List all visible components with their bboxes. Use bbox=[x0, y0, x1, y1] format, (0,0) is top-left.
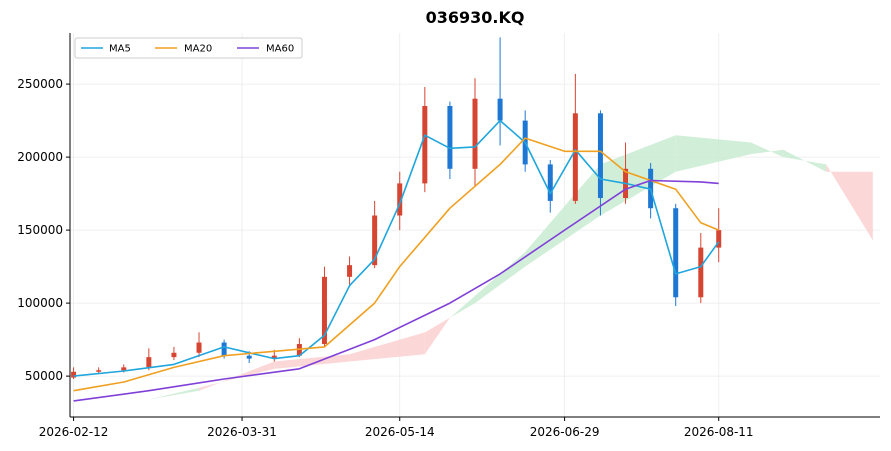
x-tick-label: 2026-02-12 bbox=[39, 425, 109, 439]
cloud-segment-bullish bbox=[783, 149, 827, 172]
x-tick-label: 2026-06-29 bbox=[530, 425, 600, 439]
legend-label-ma20: MA20 bbox=[184, 44, 212, 55]
candle-down bbox=[673, 208, 679, 298]
x-tick-label: 2026-03-31 bbox=[207, 425, 277, 439]
cloud-segment-bearish bbox=[424, 303, 475, 355]
cloud-segment-bullish bbox=[148, 387, 200, 400]
y-tick-label: 100000 bbox=[17, 296, 63, 310]
axes bbox=[69, 33, 880, 418]
candle-down bbox=[221, 342, 227, 356]
candles bbox=[71, 37, 722, 380]
ichimoku-cloud bbox=[73, 135, 873, 401]
line-ma5 bbox=[73, 119, 720, 377]
candle-down bbox=[447, 106, 453, 169]
candle-down bbox=[246, 355, 252, 359]
moving-average-lines bbox=[73, 119, 720, 402]
legend-box bbox=[74, 37, 303, 59]
cloud-segment-bearish bbox=[349, 332, 425, 362]
legend-label-ma5: MA5 bbox=[109, 44, 131, 55]
candle-up bbox=[71, 371, 77, 378]
candle-up bbox=[196, 342, 202, 353]
candle-up bbox=[171, 352, 177, 358]
legend-label-ma60: MA60 bbox=[266, 44, 294, 55]
candle-up bbox=[347, 265, 353, 277]
candle-up bbox=[372, 215, 378, 266]
candle-up bbox=[698, 247, 704, 298]
candle-up bbox=[716, 230, 722, 248]
legend: MA5 MA20 MA60 bbox=[74, 37, 303, 59]
cloud-segment-bullish bbox=[675, 135, 751, 172]
candle-down bbox=[497, 98, 503, 121]
line-ma60 bbox=[73, 179, 719, 402]
cloud-segment-bearish bbox=[274, 354, 350, 369]
candle-up bbox=[146, 357, 152, 368]
cloud-segment-bullish bbox=[449, 252, 526, 318]
line-ma20 bbox=[73, 137, 720, 392]
candle-up bbox=[96, 370, 102, 372]
x-tick-label: 2026-05-14 bbox=[365, 425, 435, 439]
x-tick-label: 2026-08-11 bbox=[684, 425, 754, 439]
candle-up bbox=[271, 355, 277, 359]
cloud-segment-bullish bbox=[750, 142, 784, 158]
cloud-segment-bearish bbox=[199, 361, 275, 391]
candle-up bbox=[121, 367, 127, 371]
y-tick-label: 200000 bbox=[17, 150, 63, 164]
candle-up bbox=[397, 183, 403, 216]
y-tick-label: 150000 bbox=[17, 223, 63, 237]
candle-down bbox=[597, 113, 603, 198]
chart-title: 036930.KQ bbox=[426, 8, 525, 27]
candle-up bbox=[422, 106, 428, 184]
cloud-segment-bullish bbox=[525, 164, 601, 267]
y-tick-label: 250000 bbox=[17, 77, 63, 91]
y-ticks: 50000 100000 150000 200000 250000 bbox=[17, 77, 70, 383]
candle-down bbox=[547, 164, 553, 201]
cloud-segment-bearish bbox=[826, 164, 873, 241]
x-ticks: 2026-02-12 2026-03-31 2026-05-14 2026-06-29… bbox=[39, 417, 754, 439]
y-tick-label: 50000 bbox=[25, 369, 63, 383]
candle-up bbox=[321, 276, 327, 344]
candle-up bbox=[472, 98, 478, 169]
cloud-segment-bullish bbox=[73, 399, 149, 401]
candle-up bbox=[572, 113, 578, 201]
